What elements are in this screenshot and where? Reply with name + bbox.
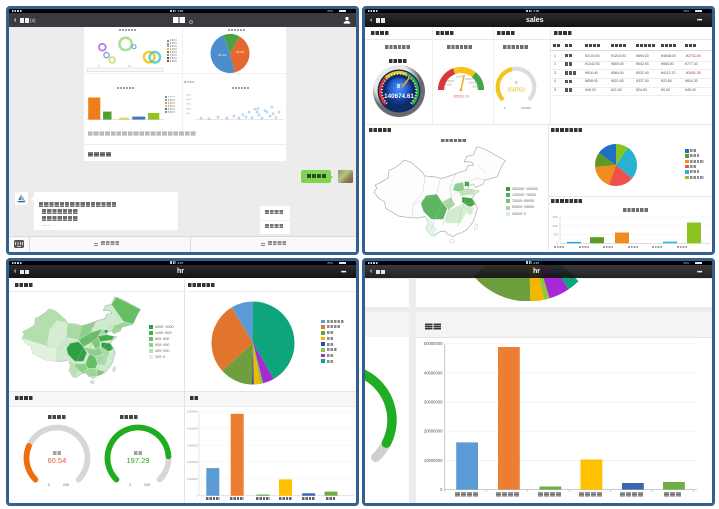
svg-text:0: 0 — [445, 87, 447, 90]
svg-text:10000000: 10000000 — [187, 478, 198, 481]
svg-text:240: 240 — [63, 483, 69, 487]
svg-text:259762: 259762 — [507, 88, 525, 94]
svg-text:50000000: 50000000 — [423, 341, 442, 346]
svg-text:320000: 320000 — [469, 82, 478, 85]
svg-text:40000: 40000 — [445, 83, 453, 86]
svg-text:20000000: 20000000 — [423, 428, 442, 433]
svg-text:240000: 240000 — [465, 78, 474, 81]
svg-text:0: 0 — [98, 65, 100, 68]
svg-text:2000: 2000 — [186, 99, 192, 101]
svg-text:20000000: 20000000 — [187, 461, 198, 464]
svg-text:500: 500 — [186, 113, 190, 115]
svg-text:570000: 570000 — [521, 106, 531, 110]
svg-text:30000000: 30000000 — [187, 444, 198, 447]
svg-text:360000: 360000 — [472, 86, 481, 89]
svg-text:1500: 1500 — [552, 215, 558, 219]
svg-text:40000000: 40000000 — [423, 370, 442, 375]
svg-text:1000: 1000 — [552, 224, 558, 228]
svg-text:0: 0 — [196, 494, 198, 497]
svg-text:180611.24: 180611.24 — [453, 95, 469, 99]
svg-text:160000: 160000 — [456, 76, 465, 79]
svg-text:10: 10 — [128, 65, 131, 68]
svg-text:40000000: 40000000 — [187, 427, 198, 430]
svg-text:1000: 1000 — [186, 108, 192, 110]
svg-text:0: 0 — [557, 241, 559, 245]
svg-text:500: 500 — [554, 233, 559, 237]
svg-text:38.9%: 38.9% — [236, 50, 245, 54]
svg-text:240: 240 — [144, 483, 150, 487]
svg-text:50000000: 50000000 — [187, 410, 198, 413]
svg-text:140674.61: 140674.61 — [384, 93, 414, 100]
svg-text:0: 0 — [440, 487, 443, 492]
svg-text:0: 0 — [48, 483, 50, 487]
svg-text:30000000: 30000000 — [423, 399, 442, 404]
svg-text:80000: 80000 — [447, 80, 455, 83]
svg-text:2500: 2500 — [186, 95, 192, 97]
svg-text:44.4%: 44.4% — [218, 53, 227, 57]
svg-text:0: 0 — [504, 106, 506, 110]
svg-text:1500: 1500 — [186, 104, 192, 106]
svg-text:0: 0 — [129, 483, 131, 487]
svg-text:10000000: 10000000 — [423, 457, 442, 462]
